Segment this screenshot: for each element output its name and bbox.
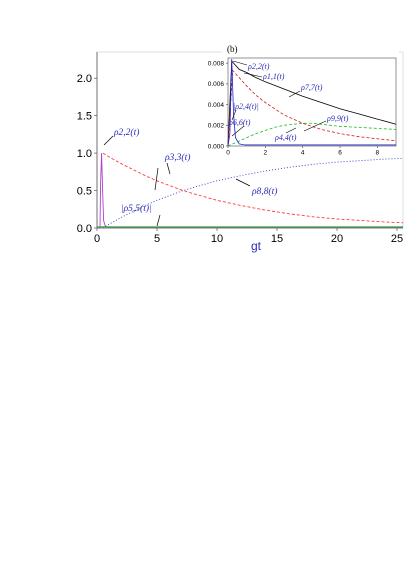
main-ticks: 0 5 10 15 20 250.00.51.01.52.0 [77,73,403,245]
inset-annotation-rho44: ρ4,4(t) [274,127,297,142]
inset-panel-label: (b) [227,44,238,54]
annotation-rho55: |ρ5,5(t)| [121,203,161,227]
y-tick-label: 0.004 [208,102,225,109]
inset-annotation-rho99: ρ9,9(t) [303,114,349,132]
x-tick-label: 10 [211,233,223,245]
annotation-rho22: ρ2,2(t) [103,127,139,146]
x-tick-label: 20 [331,233,343,245]
inset-annotation-rho77: ρ7,7(t) [288,83,323,98]
annotation-arrow [243,72,263,78]
inset-plot-frame [227,57,397,147]
annotation-label: ρ7,7(t) [300,83,323,92]
annotation-rho88: ρ8,8(t) [235,178,277,197]
series-line-0 [102,152,404,224]
annotation-label: ρ8,8(t) [251,186,277,197]
y-tick-label: 0.002 [208,123,225,130]
annotation-arrow [103,135,114,146]
annotation-label: ρ2,2(t) [113,127,139,138]
annotation-arrow [166,162,171,175]
annotation-arrow [285,127,297,134]
y-tick-label: 0.008 [208,60,225,67]
inset-annotation-rho66: ρ6,6(t) [228,118,251,137]
inset-annotation-rho24: |ρ2,4(t)| [231,102,259,121]
series-line-1 [227,69,397,147]
annotation-label: ρ3,3(t) [164,152,190,163]
y-tick-label: 0.5 [77,185,92,197]
y-tick-label: 0.000 [208,143,225,150]
x-tick-label: 0 [226,150,230,157]
annotation-label: ρ4,4(t) [274,133,297,142]
annotation-arrow [154,167,159,191]
series-line-3 [227,59,396,147]
annotation-label: ρ9,9(t) [326,114,349,123]
annotation-label: ρ1,1(t) [262,72,285,81]
annotation-label: ρ6,6(t) [228,118,251,127]
y-tick-label: 1.5 [77,111,92,123]
x-tick-label: 4 [301,150,305,157]
inset-annotation-rho22: ρ2,2(t) [232,60,270,71]
y-tick-label: 2.0 [77,73,92,85]
x-tick-label: 8 [376,150,380,157]
annotation-arrow [231,109,237,121]
main-chart: 0 5 10 15 20 250.00.51.01.52.0 gt ρ2,2(t) ρ3,… [77,51,404,253]
y-tick-label: 0.0 [77,223,92,235]
x-tick-label: 6 [338,150,342,157]
inset-annotation-rho11: ρ1,1(t) [243,72,285,81]
inset-chart: (b) 0 2 4 6 8 0.000 0.002 0.004 0.006 0.008 ρ2,2(… [208,44,399,157]
annotation-arrow [235,178,251,187]
x-tick-label: 0 [94,233,100,245]
annotation-arrow [232,60,248,66]
annotation-label: |ρ5,5(t)| [121,203,152,214]
annotation-arrow [156,214,161,227]
y-tick-label: 1.0 [77,148,92,160]
series-line-0 [227,60,397,147]
annotation-arrow [288,90,301,98]
inset-series-group [227,59,397,147]
annotation-arrow [231,125,245,137]
y-tick-label: 0.006 [208,81,225,88]
series-line-2 [227,122,397,147]
x-axis-label: gt [251,239,262,253]
annotation-label: |ρ2,4(t)| [233,102,259,111]
annotation-rho33: ρ3,3(t) [154,152,190,191]
annotation-arrow [303,120,327,132]
x-tick-label: 5 [154,233,160,245]
x-tick-label: 15 [271,233,283,245]
series-line-2 [97,153,403,229]
x-tick-label: 2 [264,150,268,157]
main-series-group [97,152,404,229]
x-tick-label: 25 [391,233,403,245]
annotation-label: ρ2,2(t) [247,62,270,71]
inset-ticks: 0 2 4 6 8 0.000 0.002 0.004 0.006 0.008 [208,60,380,156]
series-line-1 [102,157,404,229]
